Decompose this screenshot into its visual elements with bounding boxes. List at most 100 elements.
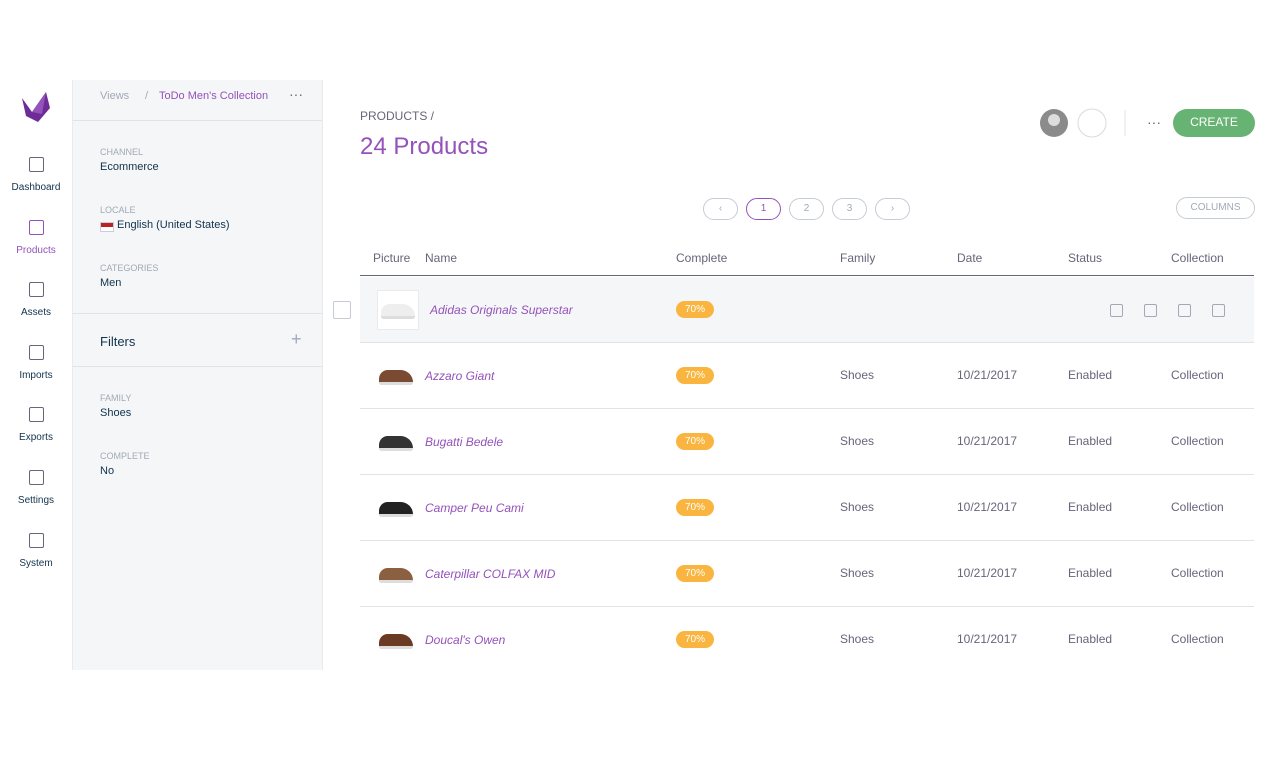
- views[interactable]: Views: [100, 90, 130, 102]
- status-cell: Enabled: [1068, 434, 1113, 448]
- field-value[interactable]: Men: [100, 277, 122, 289]
- more[interactable]: ···: [289, 86, 303, 102]
- nav-label[interactable]: Dashboard: [11, 182, 61, 193]
- product-image: [379, 436, 413, 451]
- edit-icon[interactable]: [1110, 304, 1123, 317]
- svg-text:···: ···: [1147, 114, 1161, 130]
- status-cell: Enabled: [1068, 632, 1113, 646]
- field-label: FAMILY: [100, 393, 132, 403]
- nav-label[interactable]: System: [19, 557, 53, 569]
- nav-label[interactable]: Products: [16, 244, 56, 256]
- main-nav: Dashboard Products Assets Imports Exports Set…: [0, 80, 73, 670]
- status-cell: Enabled: [1068, 566, 1113, 580]
- collection-cell: Collection: [1171, 500, 1224, 514]
- add-filter[interactable]: +: [291, 329, 302, 349]
- date-cell: 10/21/2017: [957, 566, 1018, 580]
- sidebar: Views / ToDo Men's Collection ··· Filter…: [73, 80, 323, 670]
- page-button[interactable]: 3: [832, 198, 867, 220]
- filters-title: Filters: [100, 334, 136, 349]
- column-header[interactable]: Family: [840, 251, 876, 265]
- nav-icon[interactable]: [29, 407, 44, 423]
- column-header[interactable]: Name: [425, 251, 458, 265]
- header-actions: ···: [1040, 108, 1255, 138]
- product-name[interactable]: Doucal's Owen: [425, 633, 506, 647]
- date-cell: 10/21/2017: [957, 434, 1018, 448]
- create-button[interactable]: CREATE: [1190, 115, 1238, 129]
- collection-cell: Collection: [1171, 368, 1224, 382]
- row-divider: [360, 474, 1254, 475]
- collection-cell: Collection: [1171, 566, 1224, 580]
- complete-badge: 70%: [676, 499, 714, 516]
- tag-icon[interactable]: [1212, 304, 1225, 317]
- product-image: [379, 568, 413, 583]
- row-divider: [360, 540, 1254, 541]
- complete-badge: 70%: [676, 367, 714, 384]
- row-divider: [360, 342, 1254, 343]
- nav-icon[interactable]: [29, 157, 44, 172]
- nav-icon[interactable]: [29, 282, 44, 298]
- field-value[interactable]: No: [100, 465, 115, 477]
- column-header[interactable]: Picture: [373, 251, 411, 265]
- nav-label[interactable]: Assets: [20, 307, 51, 319]
- product-image: [379, 634, 413, 649]
- date-cell: 10/21/2017: [957, 368, 1018, 382]
- product-name[interactable]: Caterpillar COLFAX MID: [425, 567, 556, 581]
- notifications[interactable]: [1077, 108, 1107, 138]
- logo[interactable]: [20, 90, 52, 124]
- status-cell: Enabled: [1068, 500, 1113, 514]
- product-image: [379, 502, 413, 517]
- product-name[interactable]: Camper Peu Cami: [425, 501, 524, 515]
- status-cell: Enabled: [1068, 368, 1113, 382]
- family-cell: Shoes: [840, 434, 875, 448]
- folder-icon[interactable]: [1144, 304, 1157, 317]
- page-button[interactable]: 1: [746, 198, 781, 220]
- complete-badge: 70%: [676, 433, 714, 450]
- field-value[interactable]: Ecommerce: [100, 161, 159, 173]
- view-name[interactable]: ToDo Men's Collection: [159, 90, 269, 102]
- nav-label[interactable]: Imports: [19, 369, 53, 381]
- page-button[interactable]: 2: [789, 198, 824, 220]
- nav-icon[interactable]: [29, 532, 44, 548]
- separator: /: [145, 90, 149, 102]
- collection-cell: Collection: [1171, 434, 1224, 448]
- product-name[interactable]: Adidas Originals Superstar: [430, 303, 573, 317]
- family-cell: Shoes: [840, 566, 875, 580]
- field-value[interactable]: English (United States): [117, 219, 230, 231]
- row-checkbox[interactable]: [333, 301, 351, 319]
- product-name[interactable]: Azzaro Giant: [425, 369, 495, 383]
- nav-icon[interactable]: [29, 344, 44, 360]
- nav-icon[interactable]: [29, 470, 44, 485]
- column-header[interactable]: Date: [957, 251, 983, 265]
- column-header[interactable]: Complete: [676, 251, 728, 265]
- nav-label[interactable]: Exports: [19, 432, 53, 444]
- collection-cell: Collection: [1171, 632, 1224, 646]
- complete-badge: 70%: [676, 631, 714, 648]
- divider: [73, 120, 322, 121]
- flag: [100, 222, 114, 232]
- divider: [73, 313, 322, 314]
- complete-badge: 70%: [676, 565, 714, 582]
- field-label: CATEGORIES: [100, 263, 159, 273]
- prev-page[interactable]: ‹: [703, 198, 738, 220]
- nav-label[interactable]: Settings: [17, 495, 55, 506]
- row-divider: [360, 606, 1254, 607]
- columns-button[interactable]: COLUMNS: [1176, 197, 1255, 219]
- column-header[interactable]: Collection: [1171, 251, 1224, 265]
- product-image: [381, 304, 415, 319]
- field-value[interactable]: Shoes: [100, 407, 132, 419]
- product-image: [379, 370, 413, 385]
- column-header[interactable]: Status: [1068, 251, 1103, 265]
- breadcrumb[interactable]: PRODUCTS /: [360, 109, 435, 123]
- family-cell: Shoes: [840, 500, 875, 514]
- product-name[interactable]: Bugatti Bedele: [425, 435, 504, 449]
- date-cell: 10/21/2017: [957, 632, 1018, 646]
- table-header-line: [360, 275, 1254, 276]
- delete-icon[interactable]: [1178, 304, 1191, 317]
- nav-icon[interactable]: [29, 219, 44, 235]
- next-page[interactable]: ›: [875, 198, 910, 220]
- family-cell: Shoes: [840, 368, 875, 382]
- field-label: CHANNEL: [100, 147, 144, 157]
- row-divider: [360, 408, 1254, 409]
